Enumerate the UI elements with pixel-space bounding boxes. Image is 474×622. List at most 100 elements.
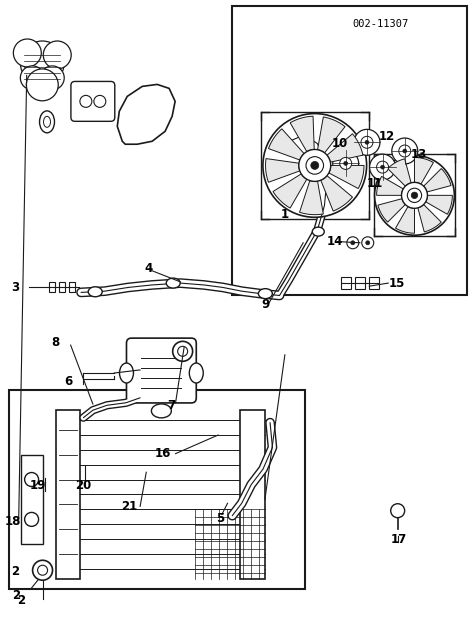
Text: 3: 3 — [11, 281, 19, 294]
Ellipse shape — [189, 363, 203, 383]
Circle shape — [311, 162, 319, 169]
FancyBboxPatch shape — [127, 338, 196, 403]
Circle shape — [306, 157, 324, 174]
Polygon shape — [414, 157, 433, 184]
Polygon shape — [300, 180, 323, 215]
Polygon shape — [378, 198, 405, 222]
Circle shape — [381, 165, 384, 169]
Bar — [21, 455, 43, 544]
Polygon shape — [418, 205, 441, 232]
Circle shape — [40, 66, 64, 90]
Circle shape — [366, 241, 370, 245]
Text: 15: 15 — [389, 277, 406, 290]
FancyBboxPatch shape — [71, 81, 115, 121]
Circle shape — [407, 188, 421, 203]
Bar — [49, 282, 55, 292]
Text: 12: 12 — [379, 129, 395, 142]
Text: 2: 2 — [17, 594, 26, 607]
Bar — [232, 6, 467, 295]
Circle shape — [20, 66, 44, 90]
Bar — [9, 390, 305, 589]
Circle shape — [391, 504, 405, 518]
Circle shape — [263, 114, 366, 217]
Bar — [69, 282, 75, 292]
Text: 16: 16 — [155, 447, 171, 460]
Ellipse shape — [312, 227, 324, 236]
Ellipse shape — [39, 111, 55, 133]
Circle shape — [80, 95, 92, 108]
Polygon shape — [329, 165, 364, 188]
Polygon shape — [318, 117, 345, 153]
Text: 20: 20 — [75, 480, 91, 493]
Circle shape — [344, 161, 348, 165]
Circle shape — [94, 95, 106, 108]
Polygon shape — [388, 159, 411, 186]
Bar — [369, 277, 379, 289]
Circle shape — [401, 182, 428, 208]
Polygon shape — [424, 169, 451, 192]
Ellipse shape — [119, 363, 134, 383]
Bar — [374, 154, 456, 236]
Text: 1: 1 — [281, 208, 289, 221]
Circle shape — [361, 136, 373, 148]
Circle shape — [333, 151, 359, 177]
Circle shape — [173, 341, 192, 361]
Circle shape — [347, 237, 359, 249]
Text: 10: 10 — [331, 137, 348, 150]
Circle shape — [374, 156, 455, 235]
Circle shape — [25, 513, 38, 526]
Ellipse shape — [88, 287, 102, 297]
Circle shape — [33, 560, 53, 580]
Circle shape — [403, 149, 407, 153]
Circle shape — [340, 157, 352, 169]
Polygon shape — [395, 207, 414, 233]
Text: 11: 11 — [367, 177, 383, 190]
Text: 13: 13 — [411, 148, 427, 161]
Circle shape — [354, 129, 380, 156]
Polygon shape — [290, 116, 314, 152]
Ellipse shape — [151, 404, 172, 418]
Circle shape — [43, 41, 71, 69]
Polygon shape — [426, 195, 452, 215]
Circle shape — [392, 138, 418, 164]
Circle shape — [411, 192, 418, 198]
Text: 2: 2 — [12, 588, 21, 601]
Ellipse shape — [258, 289, 273, 299]
Circle shape — [37, 565, 47, 575]
Text: 14: 14 — [327, 235, 343, 248]
Circle shape — [399, 145, 411, 157]
Polygon shape — [117, 85, 175, 144]
Polygon shape — [321, 175, 353, 211]
Text: 9: 9 — [262, 299, 270, 311]
Circle shape — [370, 154, 395, 180]
Bar — [59, 282, 65, 292]
Polygon shape — [265, 159, 300, 182]
Polygon shape — [268, 129, 304, 160]
Text: 21: 21 — [121, 500, 137, 513]
Polygon shape — [273, 174, 307, 208]
Text: 5: 5 — [216, 513, 224, 525]
Bar — [355, 277, 365, 289]
Circle shape — [20, 41, 64, 85]
Polygon shape — [327, 134, 363, 162]
Circle shape — [299, 149, 331, 182]
Bar — [240, 410, 265, 579]
Text: 8: 8 — [52, 336, 60, 349]
Circle shape — [27, 69, 58, 101]
Circle shape — [13, 39, 41, 67]
Ellipse shape — [166, 278, 180, 288]
Text: 6: 6 — [64, 375, 73, 388]
Ellipse shape — [44, 116, 51, 128]
Text: 17: 17 — [391, 532, 407, 545]
Polygon shape — [376, 177, 403, 195]
Bar — [55, 410, 81, 579]
Circle shape — [25, 473, 38, 486]
Circle shape — [178, 346, 188, 356]
Text: 18: 18 — [4, 516, 21, 528]
Circle shape — [376, 161, 389, 173]
Circle shape — [362, 237, 374, 249]
Circle shape — [365, 141, 369, 144]
Text: 002-11307: 002-11307 — [353, 19, 409, 29]
Text: 7: 7 — [167, 399, 175, 412]
Text: 2: 2 — [11, 565, 19, 578]
